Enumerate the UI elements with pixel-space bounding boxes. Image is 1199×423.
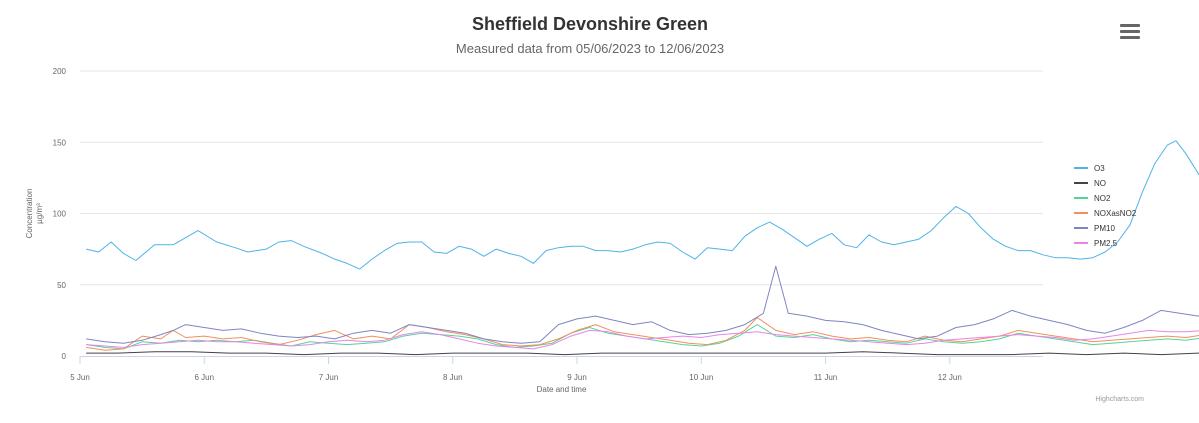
x-tick-label: 11 Jun: [814, 373, 837, 382]
chart-subtitle: Measured data from 05/06/2023 to 12/06/2…: [455, 41, 725, 56]
y-tick-label: 0: [62, 352, 67, 361]
legend-item: NOXasNO2: [1094, 209, 1137, 218]
series-line-no: [86, 351, 1199, 356]
series-line-pm10: [86, 265, 1199, 344]
hamburger-menu-icon[interactable]: [1117, 24, 1143, 42]
chart-title: Sheffield Devonshire Green: [471, 14, 709, 34]
x-tick-label: 5 Jun: [70, 373, 90, 382]
legend-item: PM10: [1094, 224, 1115, 233]
series-line-noxasno2: [86, 317, 1199, 351]
series-line-no2: [86, 324, 1199, 350]
y-tick-label: 200: [53, 67, 67, 76]
legend-item: NO2: [1094, 194, 1111, 203]
series-line-pm25: [86, 329, 1199, 350]
series-line-o3: [86, 140, 1199, 270]
y-tick-label: 100: [53, 210, 67, 219]
x-tick-label: 8 Jun: [443, 373, 463, 382]
x-tick-label: 7 Jun: [319, 373, 339, 382]
x-tick-label: 12 Jun: [938, 373, 962, 382]
x-tick-label: 6 Jun: [194, 373, 214, 382]
credits-link[interactable]: Highcharts.com: [1095, 396, 1144, 403]
x-tick-label: 10 Jun: [689, 373, 713, 382]
y-axis-title: Concentration: [25, 189, 34, 239]
y-tick-label: 50: [57, 281, 66, 290]
y-axis-unit: µg/m³: [35, 203, 44, 224]
x-axis-title: Date and time: [537, 385, 587, 394]
y-tick-label: 150: [53, 138, 67, 147]
legend-item: PM2.5: [1094, 239, 1118, 248]
legend-item: NO: [1094, 179, 1106, 188]
legend-item: O3: [1094, 164, 1105, 173]
x-tick-label: 9 Jun: [567, 373, 587, 382]
